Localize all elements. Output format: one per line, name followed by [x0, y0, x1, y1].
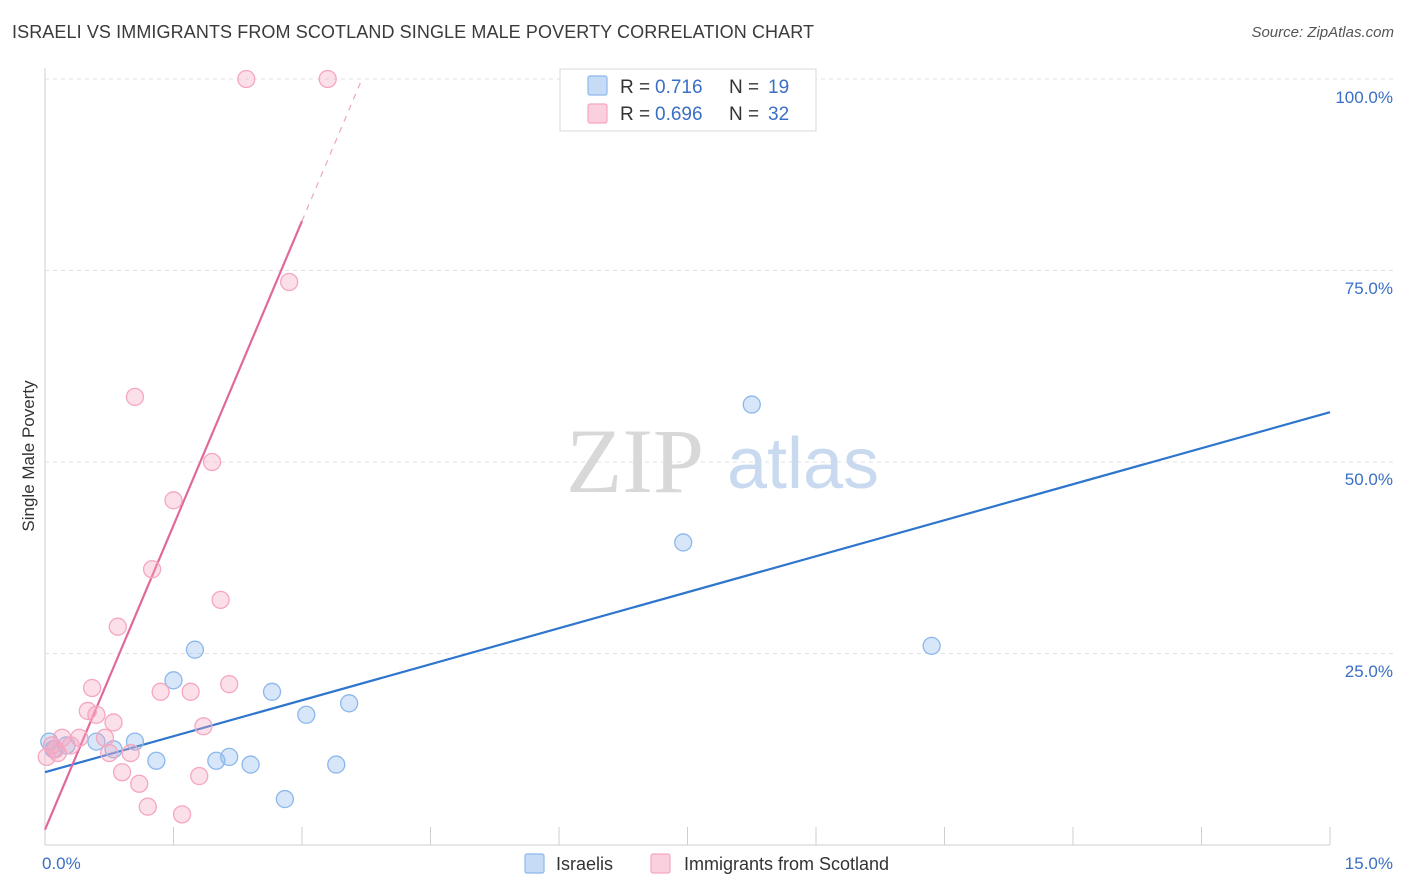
- trend-line-0: [44, 411, 1331, 774]
- legend-r-value-israelis: 0.716: [655, 77, 703, 98]
- point-series1-12: [108, 617, 127, 636]
- point-series1-18: [142, 560, 162, 579]
- point-series1-9: [95, 728, 115, 747]
- point-series1-6: [78, 701, 97, 721]
- point-series0-8: [185, 640, 205, 659]
- point-series0-14: [297, 705, 316, 724]
- point-series0-6: [147, 751, 166, 770]
- point-series1-28: [237, 69, 256, 89]
- point-series1-11: [104, 713, 123, 732]
- point-series0-10: [220, 747, 239, 767]
- point-series1-29: [279, 272, 299, 292]
- point-series0-18: [742, 395, 761, 414]
- data-points: [37, 69, 941, 824]
- stats-legend: R = 0.716 N = 19 R = 0.696 N = 32: [559, 68, 817, 132]
- legend-n-value-israelis: 19: [768, 77, 789, 98]
- point-series0-5: [125, 732, 145, 751]
- x-tick-label-max: 15.0%: [1345, 854, 1393, 873]
- legend-n-label-israelis: N =: [729, 77, 759, 98]
- point-series1-15: [125, 387, 145, 407]
- y-tick-label-100: 100.0%: [1335, 88, 1393, 107]
- point-series0-11: [241, 755, 260, 774]
- source-label: Source: ZipAtlas.com: [1251, 24, 1394, 41]
- point-series1-21: [172, 805, 192, 824]
- point-series0-13: [275, 789, 295, 809]
- legend-r-value-scotland: 0.696: [655, 104, 703, 125]
- trend-line-extension-1: [301, 78, 363, 222]
- series-legend-label-scotland: Immigrants from Scotland: [684, 854, 889, 874]
- watermark-zip: ZIP: [566, 410, 704, 512]
- gridlines: [45, 78, 1393, 654]
- point-series0-19: [922, 636, 941, 655]
- point-series0-3: [87, 732, 106, 751]
- chart-title: ISRAELI VS IMMIGRANTS FROM SCOTLAND SING…: [12, 22, 815, 42]
- point-series1-23: [190, 766, 209, 786]
- point-series0-7: [164, 671, 183, 690]
- trend-line-1: [43, 220, 304, 831]
- legend-n-value-scotland: 32: [768, 104, 789, 125]
- point-series1-17: [138, 797, 157, 816]
- legend-r-label-israelis: R =: [620, 77, 650, 98]
- point-series1-19: [151, 682, 170, 701]
- y-axis-title: Single Male Poverty: [19, 380, 38, 532]
- legend-swatch-israelis: [587, 75, 608, 96]
- point-series1-10: [100, 743, 119, 763]
- point-series0-16: [339, 694, 359, 713]
- series-legend-swatch-israelis: [524, 853, 545, 874]
- x-tick-label-min: 0.0%: [42, 854, 81, 873]
- point-series1-27: [220, 674, 239, 694]
- watermark-atlas: atlas: [727, 424, 879, 504]
- point-series1-31: [46, 740, 65, 759]
- point-series1-16: [130, 774, 149, 793]
- axes: [44, 68, 1331, 846]
- legend-n-label-scotland: N =: [729, 104, 759, 125]
- point-series1-20: [164, 491, 183, 510]
- point-series0-15: [327, 755, 346, 774]
- series-legend: Israelis Immigrants from Scotland: [524, 853, 889, 874]
- point-series1-5: [70, 728, 89, 747]
- trend-lines: [43, 78, 1331, 831]
- point-series1-13: [112, 763, 132, 782]
- point-series1-22: [181, 682, 200, 701]
- point-series1-25: [202, 452, 222, 472]
- y-tick-label-25: 25.0%: [1345, 662, 1393, 681]
- point-series1-8: [87, 705, 106, 724]
- series-legend-swatch-scotland: [650, 853, 671, 874]
- point-series1-26: [211, 590, 230, 610]
- y-tick-label-50: 50.0%: [1345, 470, 1393, 489]
- point-series1-7: [82, 678, 102, 698]
- point-series0-12: [262, 682, 282, 701]
- point-series1-14: [121, 743, 140, 763]
- legend-swatch-scotland: [587, 103, 608, 124]
- legend-r-label-scotland: R =: [620, 104, 650, 125]
- series-legend-label-israelis: Israelis: [556, 854, 613, 874]
- y-tick-label-75: 75.0%: [1345, 279, 1393, 298]
- point-series1-30: [318, 69, 337, 89]
- point-series1-24: [194, 717, 213, 736]
- point-series0-17: [674, 533, 693, 552]
